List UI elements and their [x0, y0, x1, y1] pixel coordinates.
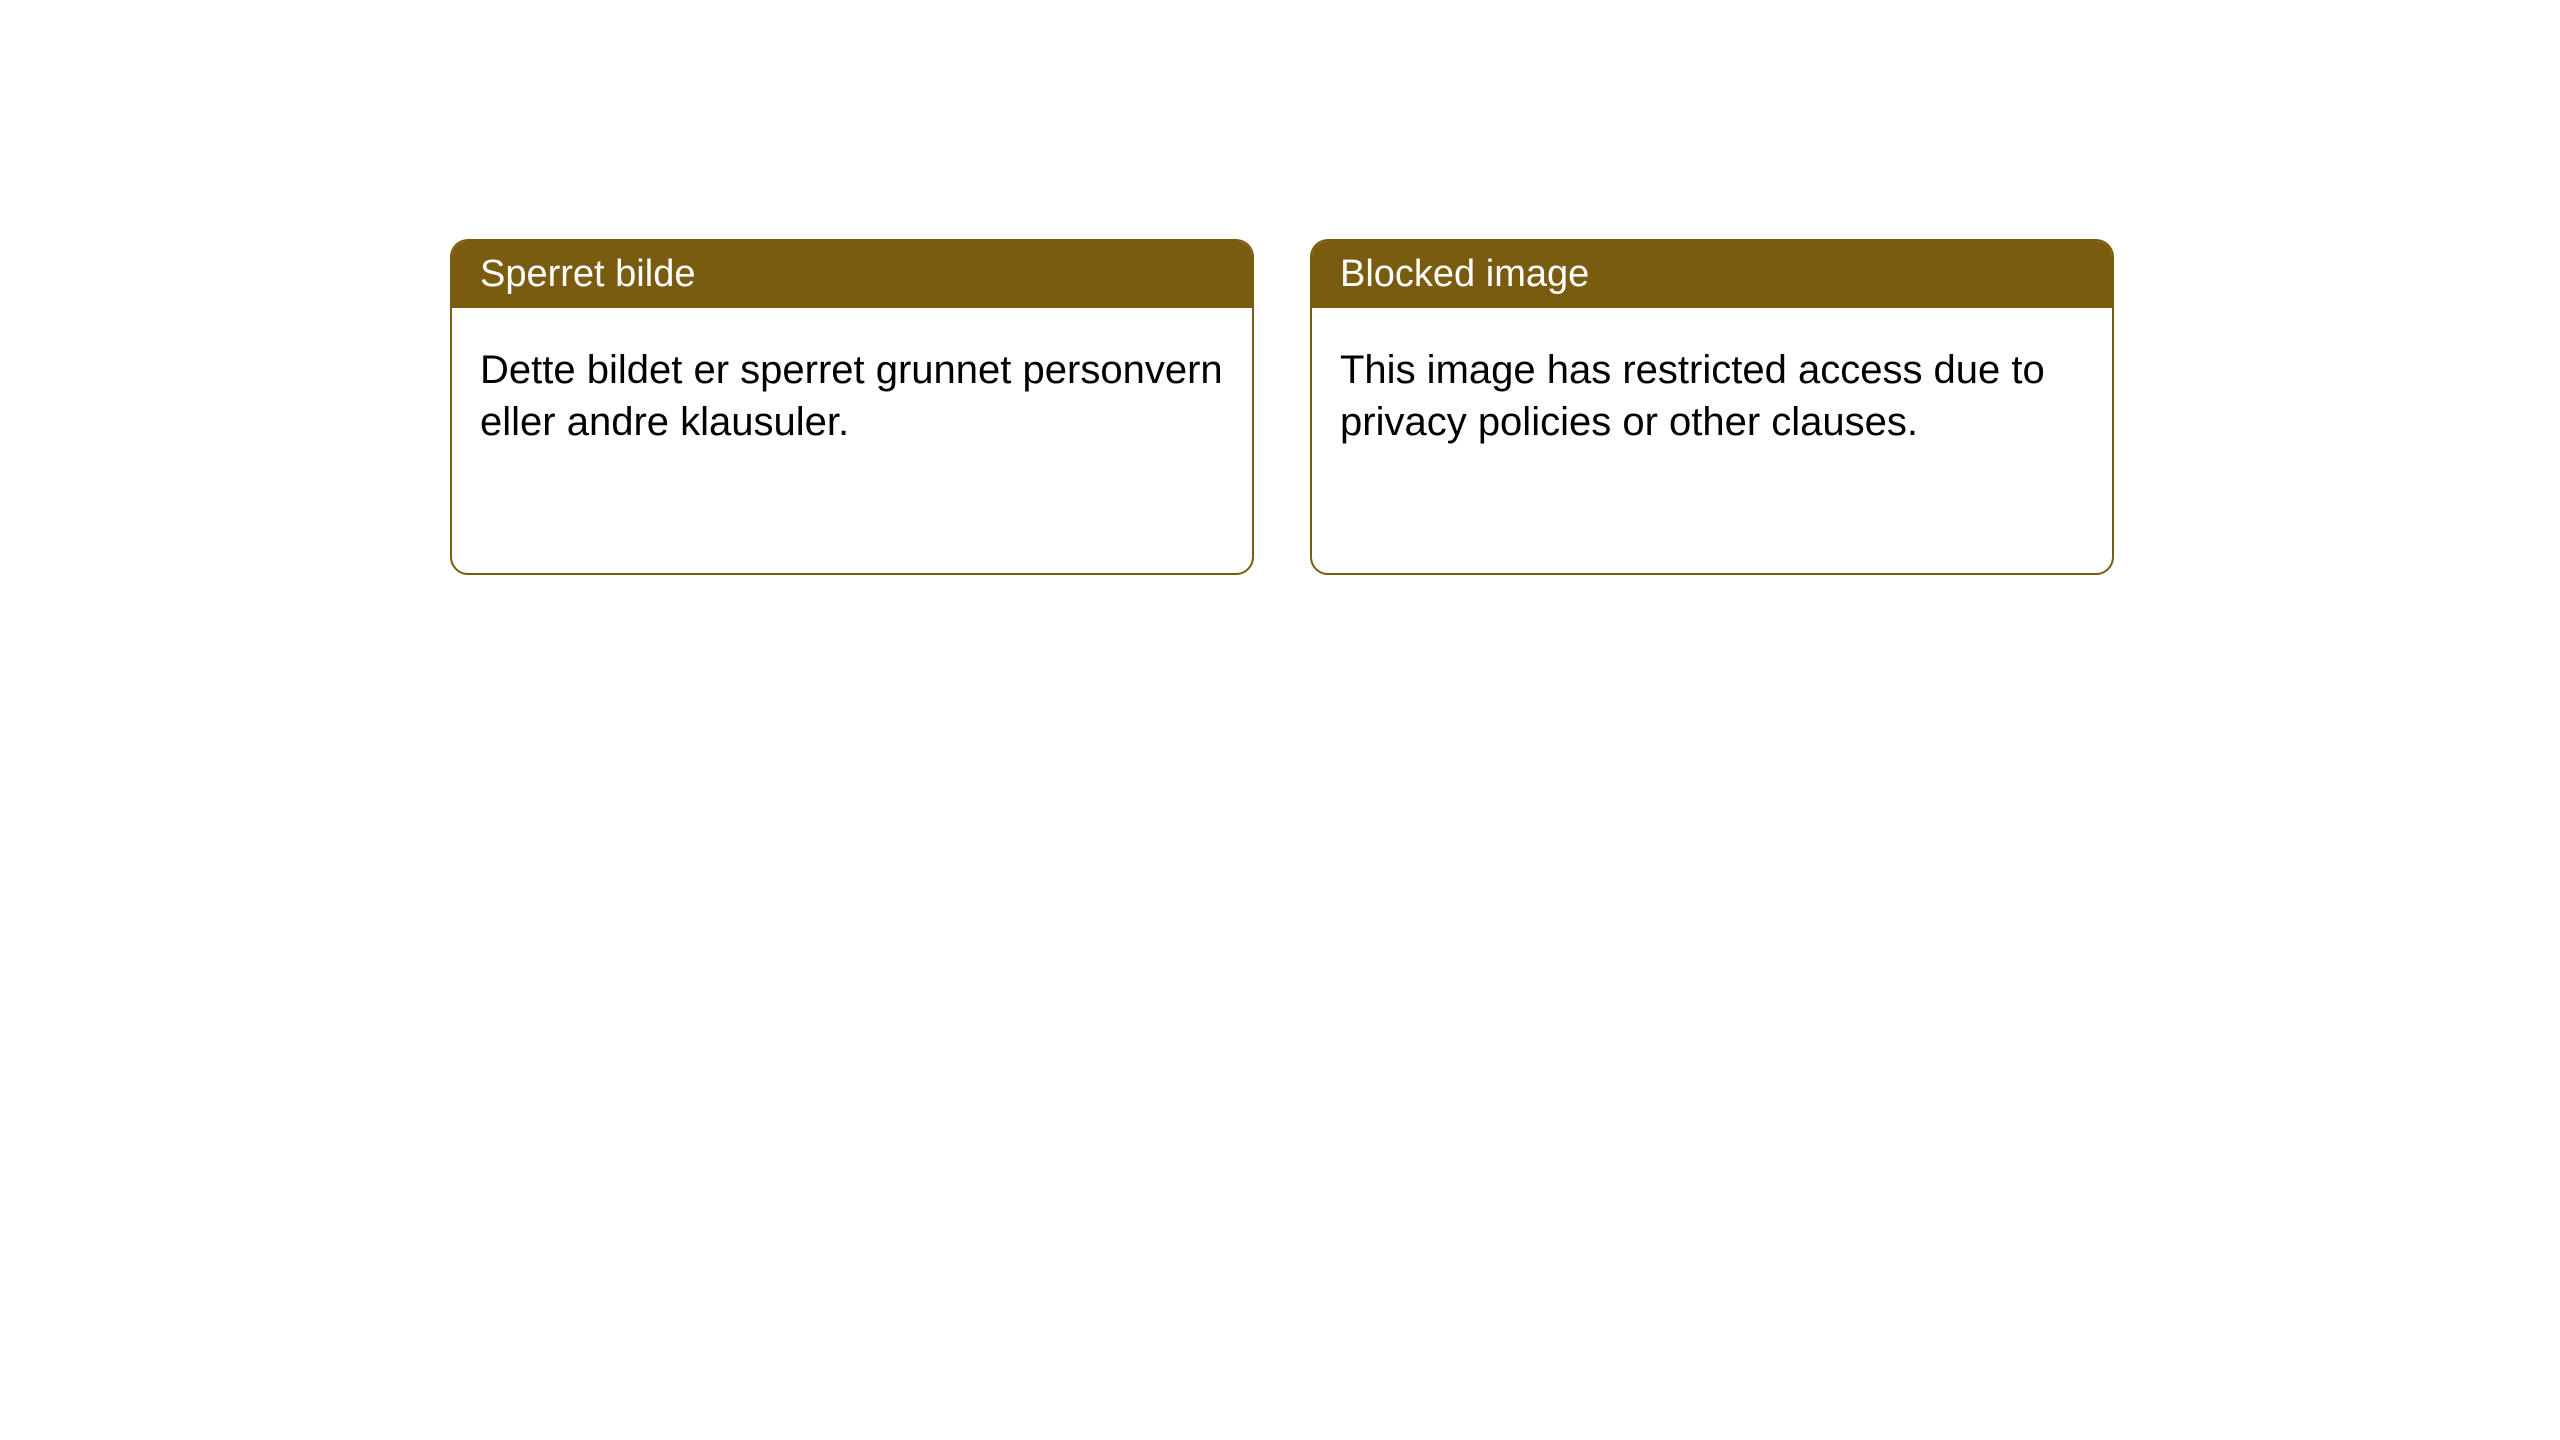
card-header: Blocked image: [1312, 241, 2112, 308]
card-body-text: This image has restricted access due to …: [1340, 348, 2045, 444]
card-title: Sperret bilde: [480, 253, 695, 295]
card-body: Dette bildet er sperret grunnet personve…: [452, 308, 1252, 484]
cards-container: Sperret bilde Dette bildet er sperret gr…: [0, 0, 2560, 575]
blocked-image-card-en: Blocked image This image has restricted …: [1310, 239, 2114, 575]
blocked-image-card-no: Sperret bilde Dette bildet er sperret gr…: [450, 239, 1254, 575]
card-body-text: Dette bildet er sperret grunnet personve…: [480, 348, 1223, 444]
card-header: Sperret bilde: [452, 241, 1252, 308]
card-title: Blocked image: [1340, 253, 1589, 295]
card-body: This image has restricted access due to …: [1312, 308, 2112, 484]
